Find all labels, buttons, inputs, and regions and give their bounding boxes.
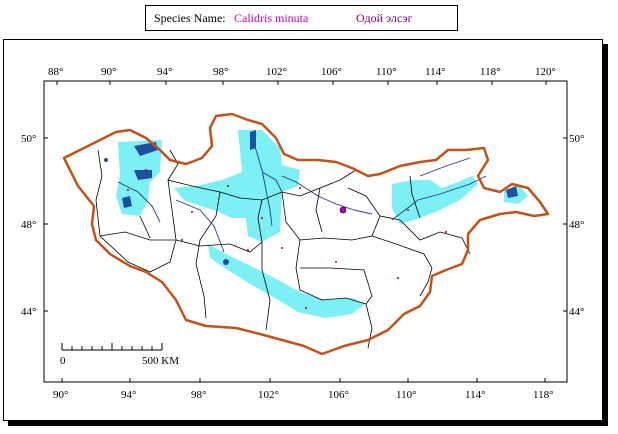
country-border [62,112,550,356]
top-tick-88: 88° [48,66,63,78]
species-local-name: Одой элсэг [356,11,413,25]
lake-khyargas [134,170,152,180]
left-tick-44: 44° [21,306,36,318]
top-tick-98: 98° [213,66,228,78]
range-east [392,176,478,224]
scale-end-label: 500 KM [142,355,179,367]
bottom-tick-94: 94° [121,389,136,401]
bottom-tick-110: 110° [396,389,417,401]
lakes [104,130,518,265]
top-tick-94: 94° [157,66,172,78]
species-title-box: Species Name: Calidris minuta Одой элсэг [145,5,458,31]
bottom-tick-118: 118° [533,389,554,401]
right-tick-48: 48° [569,219,584,231]
bottom-tick-90: 90° [53,389,68,401]
lake-achit [104,158,108,162]
right-tick-44: 44° [569,306,584,318]
top-longitude-ticks [56,81,547,85]
lake-orog [223,259,229,265]
lake-uvs [134,142,158,156]
top-tick-120: 120° [535,66,556,78]
top-tick-118: 118° [480,66,501,78]
lake-khar-us [122,196,132,208]
left-tick-50: 50° [21,133,36,145]
top-tick-114: 114° [425,66,446,78]
bottom-tick-106: 106° [328,389,349,401]
bottom-tick-98: 98° [191,389,206,401]
lake-buir [506,186,518,198]
map-inner-frame [43,80,568,383]
capital-marker [339,206,347,214]
bottom-tick-114: 114° [465,389,486,401]
latitude-ticks [44,137,567,312]
rivers [117,131,487,253]
top-tick-106: 106° [321,66,342,78]
range-central [174,130,300,242]
settlements [127,169,447,309]
species-label: Species Name: [154,11,226,25]
top-tick-102: 102° [266,66,287,78]
top-tick-90: 90° [101,66,116,78]
scale-start-label: 0 [60,355,66,367]
top-tick-110: 110° [376,66,397,78]
bottom-tick-102: 102° [258,389,279,401]
left-tick-48: 48° [21,219,36,231]
range-south-band [208,244,365,318]
species-latin-name: Calidris minuta [234,11,309,25]
right-tick-50: 50° [569,133,584,145]
province-boundaries [95,149,471,349]
lake-khuvsgul [250,130,256,150]
scale-bar [61,343,163,351]
bottom-longitude-ticks [61,378,546,382]
